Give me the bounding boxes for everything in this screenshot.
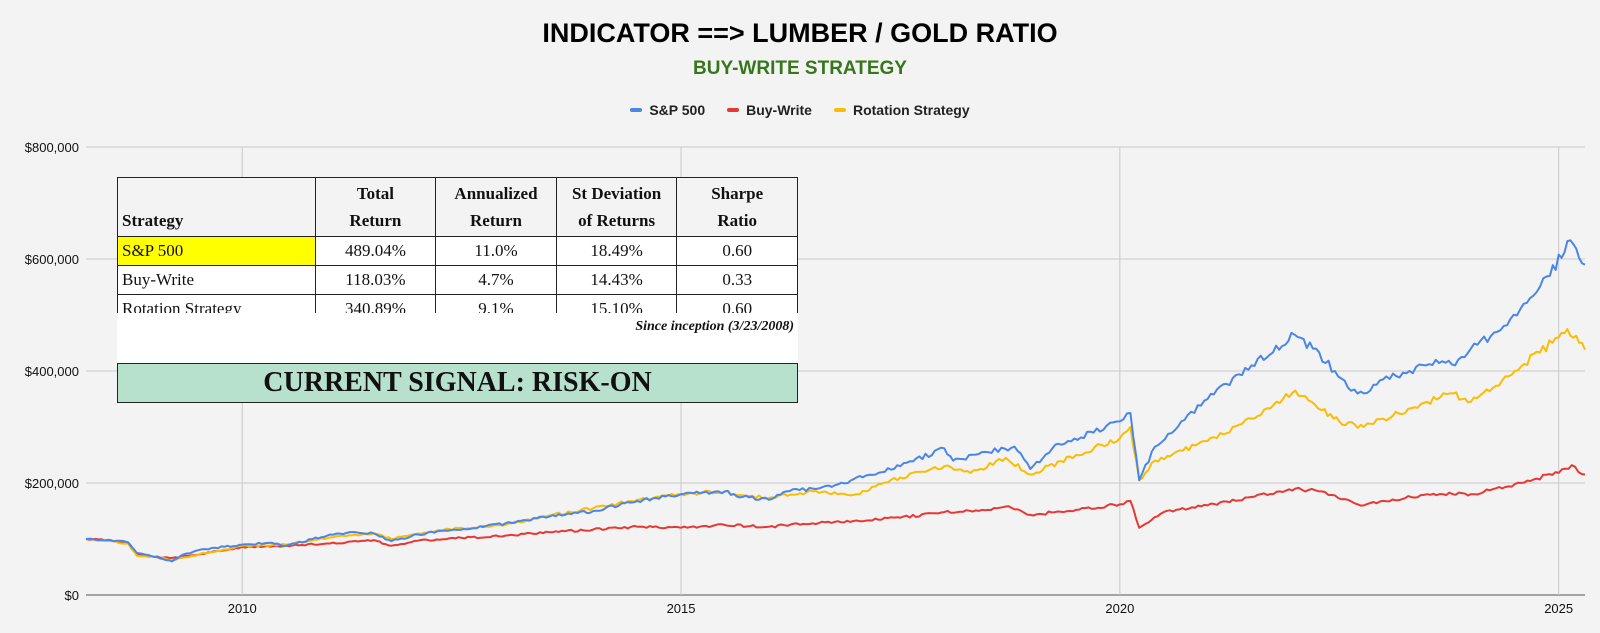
table-row: Buy-Write 118.03% 4.7% 14.43% 0.33 bbox=[117, 265, 798, 295]
cell-sharpe-ratio: 0.33 bbox=[676, 265, 798, 295]
y-tick-label: $200,000 bbox=[25, 476, 79, 491]
legend-item-sp500[interactable]: S&P 500 bbox=[630, 102, 705, 118]
x-tick-label: 2025 bbox=[1544, 601, 1573, 616]
series-line-sp500 bbox=[85, 239, 1586, 563]
y-tick-label: $600,000 bbox=[25, 252, 79, 267]
cell-strategy: S&P 500 bbox=[117, 236, 316, 266]
header-st-deviation: St Deviation of Returns bbox=[555, 177, 678, 237]
y-tick-label: $400,000 bbox=[25, 364, 79, 379]
current-signal-banner: CURRENT SIGNAL: RISK-ON bbox=[117, 363, 798, 403]
cell-total-return: 118.03% bbox=[314, 265, 437, 295]
since-inception-band: Since inception (3/23/2008) bbox=[117, 313, 798, 363]
legend-item-rotation[interactable]: Rotation Strategy bbox=[833, 102, 970, 118]
table-row: S&P 500 489.04% 11.0% 18.49% 0.60 bbox=[117, 236, 798, 266]
header-sharpe-ratio: Sharpe Ratio bbox=[676, 177, 798, 237]
x-tick-label: 2020 bbox=[1105, 601, 1134, 616]
axis-labels: $0 $200,000 $400,000 $600,000 $800,000 2010 20… bbox=[25, 140, 1573, 616]
series-line-buy-write bbox=[85, 464, 1586, 559]
x-tick-label: 2015 bbox=[667, 601, 696, 616]
series-line-rotation bbox=[85, 328, 1586, 562]
cell-st-deviation: 14.43% bbox=[555, 265, 678, 295]
stats-table-container: Strategy Total Return Annualized Return St… bbox=[117, 177, 798, 324]
cell-annualized-return: 11.0% bbox=[435, 236, 557, 266]
header-total-return: Total Return bbox=[314, 177, 437, 237]
legend: S&P 500 Buy-Write Rotation Strategy bbox=[0, 102, 1600, 118]
stats-table: Strategy Total Return Annualized Return St… bbox=[117, 177, 798, 324]
cell-strategy: Buy-Write bbox=[117, 265, 316, 295]
chart-title: INDICATOR ==> LUMBER / GOLD RATIO bbox=[542, 18, 1058, 48]
x-tick-label: 2010 bbox=[228, 601, 257, 616]
legend-item-buy-write[interactable]: Buy-Write bbox=[727, 102, 812, 118]
since-inception-note: Since inception (3/23/2008) bbox=[635, 319, 794, 334]
legend-label-buy-write: Buy-Write bbox=[746, 102, 812, 118]
cell-sharpe-ratio: 0.60 bbox=[676, 236, 798, 266]
series-lines bbox=[85, 239, 1586, 563]
header-annualized-return: Annualized Return bbox=[435, 177, 557, 237]
cell-st-deviation: 18.49% bbox=[555, 236, 678, 266]
legend-swatch-rotation bbox=[833, 108, 846, 112]
header-strategy: Strategy bbox=[117, 177, 316, 237]
legend-label-sp500: S&P 500 bbox=[649, 102, 706, 118]
stats-header-row: Strategy Total Return Annualized Return St… bbox=[117, 177, 798, 237]
legend-swatch-buy-write bbox=[727, 108, 740, 112]
y-tick-label: $0 bbox=[65, 588, 79, 603]
legend-swatch-sp500 bbox=[630, 108, 643, 112]
legend-label-rotation: Rotation Strategy bbox=[852, 102, 970, 118]
y-tick-label: $800,000 bbox=[25, 140, 79, 155]
cell-annualized-return: 4.7% bbox=[435, 265, 557, 295]
chart-subtitle: BUY-WRITE STRATEGY bbox=[693, 58, 907, 79]
cell-total-return: 489.04% bbox=[314, 236, 437, 266]
